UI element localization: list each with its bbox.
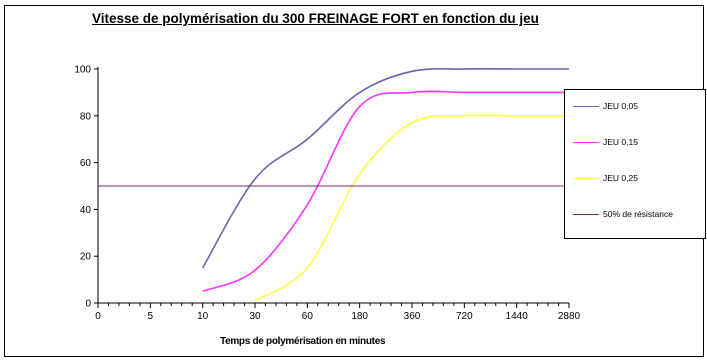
x-tick-label-180: 180 <box>351 311 368 322</box>
legend-label-jeu-025: JEU 0,25 <box>603 173 638 183</box>
y-tick-label-0: 0 <box>85 299 91 310</box>
x-tick-label-10: 10 <box>197 311 209 322</box>
legend: JEU 0,05 JEU 0,15 JEU 0,25 50% de résist… <box>564 89 706 239</box>
legend-swatch-jeu-025 <box>573 177 599 179</box>
x-tick-label-2880: 2880 <box>558 311 581 322</box>
legend-item-jeu-025: JEU 0,25 <box>573 171 638 185</box>
series-line-jeu-005 <box>201 68 569 269</box>
y-tick-label-40: 40 <box>80 205 92 216</box>
series-line-jeu-025 <box>254 114 569 302</box>
chart-title: Vitesse de polymérisation du 300 FREINAG… <box>92 11 539 26</box>
y-tick-label-100: 100 <box>74 65 91 76</box>
legend-label-jeu-015: JEU 0,15 <box>603 137 638 147</box>
y-tick-label-80: 80 <box>80 111 92 122</box>
legend-swatch-jeu-015 <box>573 141 599 143</box>
y-tick-label-20: 20 <box>80 252 92 263</box>
legend-item-jeu-015: JEU 0,15 <box>573 135 638 149</box>
x-tick-label-60: 60 <box>302 311 314 322</box>
series-line-jeu-015 <box>202 90 569 293</box>
x-tick-label-0: 0 <box>95 311 101 322</box>
y-tick-label-60: 60 <box>80 158 92 169</box>
x-tick-label-30: 30 <box>249 311 261 322</box>
legend-item-jeu-005: JEU 0,05 <box>573 99 638 113</box>
legend-label-jeu-005: JEU 0,05 <box>603 101 638 111</box>
x-tick-label-1440: 1440 <box>506 311 529 322</box>
x-tick-label-5: 5 <box>148 311 154 322</box>
legend-label-resistance-50: 50% de résistance <box>603 209 673 219</box>
legend-swatch-resistance-50 <box>573 213 599 215</box>
legend-item-resistance-50: 50% de résistance <box>573 207 673 221</box>
x-axis-label: Temps de polymérisation en minutes <box>220 336 386 347</box>
legend-swatch-jeu-005 <box>573 105 599 107</box>
x-tick-label-720: 720 <box>456 311 473 322</box>
x-tick-label-360: 360 <box>404 311 421 322</box>
